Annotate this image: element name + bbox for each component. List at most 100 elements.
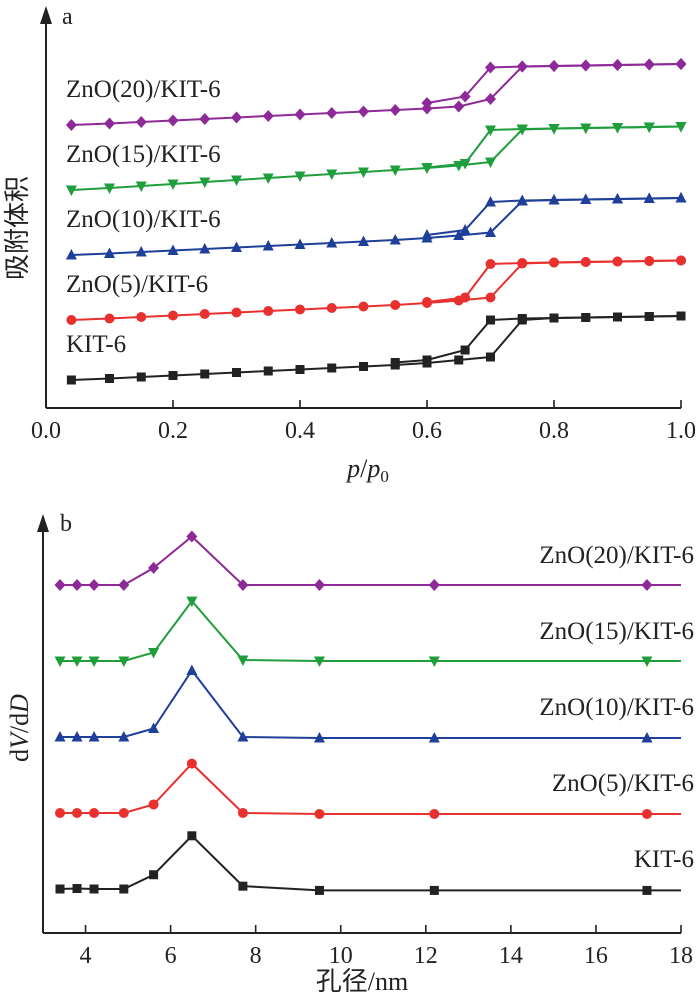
zno-5-kit-6-adsorption-point: [168, 310, 178, 321]
zno-20-kit-6-adsorption-point: [326, 107, 338, 119]
zno-10-kit-6-desorption-point: [675, 192, 687, 203]
label-zno-15-kit-6: ZnO(15)/KIT-6: [66, 141, 221, 168]
isotherm-zno-5-kit-6: [66, 255, 686, 325]
kit-6-adsorption-point: [105, 374, 114, 383]
zno-20-kit-6-desorption-point: [485, 61, 496, 74]
isotherm-zno-10-kit-6: [65, 192, 687, 260]
zno-20-kit-6-distribution-point: [118, 579, 130, 591]
label-zno-10-kit-6: ZnO(10)/KIT-6: [66, 206, 221, 233]
zno-5-kit-6-distribution-point: [237, 808, 248, 818]
panel-b-x-tick-label: 8: [250, 943, 262, 969]
zno-5-kit-6-desorption-point: [422, 297, 432, 307]
zno-10-kit-6-adsorption-point: [453, 229, 465, 240]
label-zno-5-kit-6: ZnO(5)/KIT-6: [552, 770, 694, 797]
zno-10-kit-6-adsorption-point: [104, 247, 115, 258]
panel-b-y-axis-title: dV/dD: [5, 694, 34, 762]
zno-10-kit-6-desorption-point: [421, 229, 433, 240]
panel-b-x-tick-label: 6: [165, 943, 177, 969]
distribution-zno-15-kit-6: [54, 596, 681, 667]
zno-10-kit-6-distribution-point: [237, 731, 249, 742]
panel-a-x-axis-title: p/p0: [345, 454, 389, 486]
zno-20-kit-6-adsorption-point: [135, 116, 147, 128]
distribution-zno-20-kit-6: [54, 530, 681, 591]
kit-6-adsorption-point: [136, 372, 146, 382]
kit-6-distribution-point: [149, 870, 159, 880]
zno-15-kit-6-desorption-point: [580, 123, 592, 134]
panel-a-series-labels: KIT-6 ZnO(5)/KIT-6 ZnO(10)/KIT-6 ZnO(15)/KI…: [66, 76, 221, 358]
kit-6-desorption-point: [581, 313, 591, 322]
zno-20-kit-6-desorption-point: [612, 59, 623, 71]
distribution-kit-6: [55, 831, 681, 895]
zno-20-kit-6-distribution-point: [313, 579, 325, 591]
label-zno-5-kit-6: ZnO(5)/KIT-6: [66, 271, 208, 298]
zno-10-kit-6-adsorption-point: [485, 226, 496, 237]
panel-b-x-axis-title: 孔径/nm: [316, 967, 408, 996]
zno-5-kit-6-adsorption-point: [66, 315, 77, 325]
panel-b-series-labels: KIT-6 ZnO(5)/KIT-6 ZnO(10)/KIT-6 ZnO(15)/KI…: [539, 542, 694, 873]
zno-15-kit-6-distribution-point: [313, 656, 325, 667]
zno-5-kit-6-distribution-point: [89, 808, 100, 818]
isotherm-zno-20-kit-6: [65, 58, 687, 131]
kit-6-desorption-point: [460, 345, 470, 355]
kit-6-desorption-point: [517, 314, 527, 323]
zno-5-kit-6-adsorption-point: [358, 301, 369, 312]
zno-5-kit-6-adsorption-point: [485, 292, 496, 303]
zno-5-kit-6-distribution-point: [186, 758, 197, 769]
zno-10-kit-6-desorption-point: [643, 192, 655, 203]
zno-20-kit-6-adsorption-point: [104, 117, 115, 130]
zno-15-kit-6-distribution-point: [71, 656, 83, 667]
kit-6-distribution-point: [429, 885, 439, 895]
zno-5-kit-6-adsorption-point: [231, 307, 242, 318]
zno-15-kit-6-desorption-point: [516, 124, 528, 135]
zno-20-kit-6-adsorption-point: [65, 119, 77, 131]
panel-a-x-tick-label: 0.0: [31, 418, 61, 444]
zno-15-kit-6-distribution-point: [148, 647, 160, 659]
zno-5-kit-6-adsorption-point: [136, 312, 147, 322]
zno-10-kit-6-adsorption-point: [135, 246, 147, 257]
zno-10-kit-6-distribution-point: [428, 731, 440, 743]
zno-10-kit-6-distribution-point: [71, 731, 83, 742]
kit-6-distribution-line: [59, 834, 681, 892]
zno-20-kit-6-distribution-point: [641, 579, 653, 591]
panel-a-isotherms: a 0.0 0.2 0.4 0.6 0.8 1.0 p/p0 吸附体积 KIT-6 ZnO(…: [3, 4, 696, 486]
zno-15-kit-6-adsorption-point: [262, 173, 274, 184]
zno-20-kit-6-adsorption-point: [294, 108, 306, 121]
zno-10-kit-6-distribution-point: [641, 731, 653, 743]
kit-6-adsorption-point: [359, 362, 368, 371]
zno-10-kit-6-adsorption-point: [326, 237, 338, 248]
zno-5-kit-6-adsorption-point: [326, 303, 337, 313]
zno-5-kit-6-desorption-point: [612, 256, 623, 267]
zno-15-kit-6-adsorption-point: [326, 169, 338, 180]
zno-20-kit-6-adsorption-point: [262, 110, 274, 122]
label-zno-15-kit-6: ZnO(15)/KIT-6: [539, 618, 694, 645]
zno-20-kit-6-distribution-point: [71, 579, 83, 591]
panel-b-pore-distribution: b 4 6 8 10 12 14 16 18 孔径/nm dV/dD KIT-6 ZnO(5)/…: [5, 511, 694, 996]
panel-a-x-tick-label: 0.8: [539, 418, 569, 444]
panel-b-series: [54, 530, 681, 895]
kit-6-desorption-point: [390, 358, 400, 367]
panel-a-letter: a: [62, 4, 73, 30]
zno-10-kit-6-adsorption-point: [199, 243, 211, 254]
panel-b-y-axis-arrow: [37, 514, 49, 532]
kit-6-desorption-point: [676, 311, 686, 321]
kit-6-distribution-point: [238, 881, 248, 891]
zno-15-kit-6-desorption-point: [485, 125, 496, 136]
panel-b-x-tick-label: 10: [329, 943, 353, 969]
zno-5-kit-6-distribution-point: [118, 808, 129, 818]
zno-15-kit-6-adsorption-point: [199, 177, 211, 188]
zno-5-kit-6-distribution-point: [148, 799, 159, 810]
kit-6-adsorption-line: [71, 315, 682, 381]
zno-5-kit-6-adsorption-point: [295, 304, 305, 315]
panel-b-x-tick-label: 12: [414, 943, 438, 969]
zno-20-kit-6-desorption-point: [580, 59, 592, 72]
zno-20-kit-6-desorption-point: [643, 58, 655, 71]
zno-20-kit-6-adsorption-point: [389, 104, 401, 116]
zno-5-kit-6-desorption-point: [644, 256, 655, 266]
panel-a-x-tick-label: 0.6: [412, 418, 442, 444]
zno-5-kit-6-distribution-point: [641, 808, 652, 819]
zno-5-kit-6-desorption-point: [517, 258, 528, 268]
kit-6-distribution-point: [314, 885, 324, 895]
zno-10-kit-6-adsorption-point: [231, 241, 242, 252]
zno-20-kit-6-distribution-point: [54, 579, 66, 591]
isotherm-zno-15-kit-6: [65, 122, 687, 196]
